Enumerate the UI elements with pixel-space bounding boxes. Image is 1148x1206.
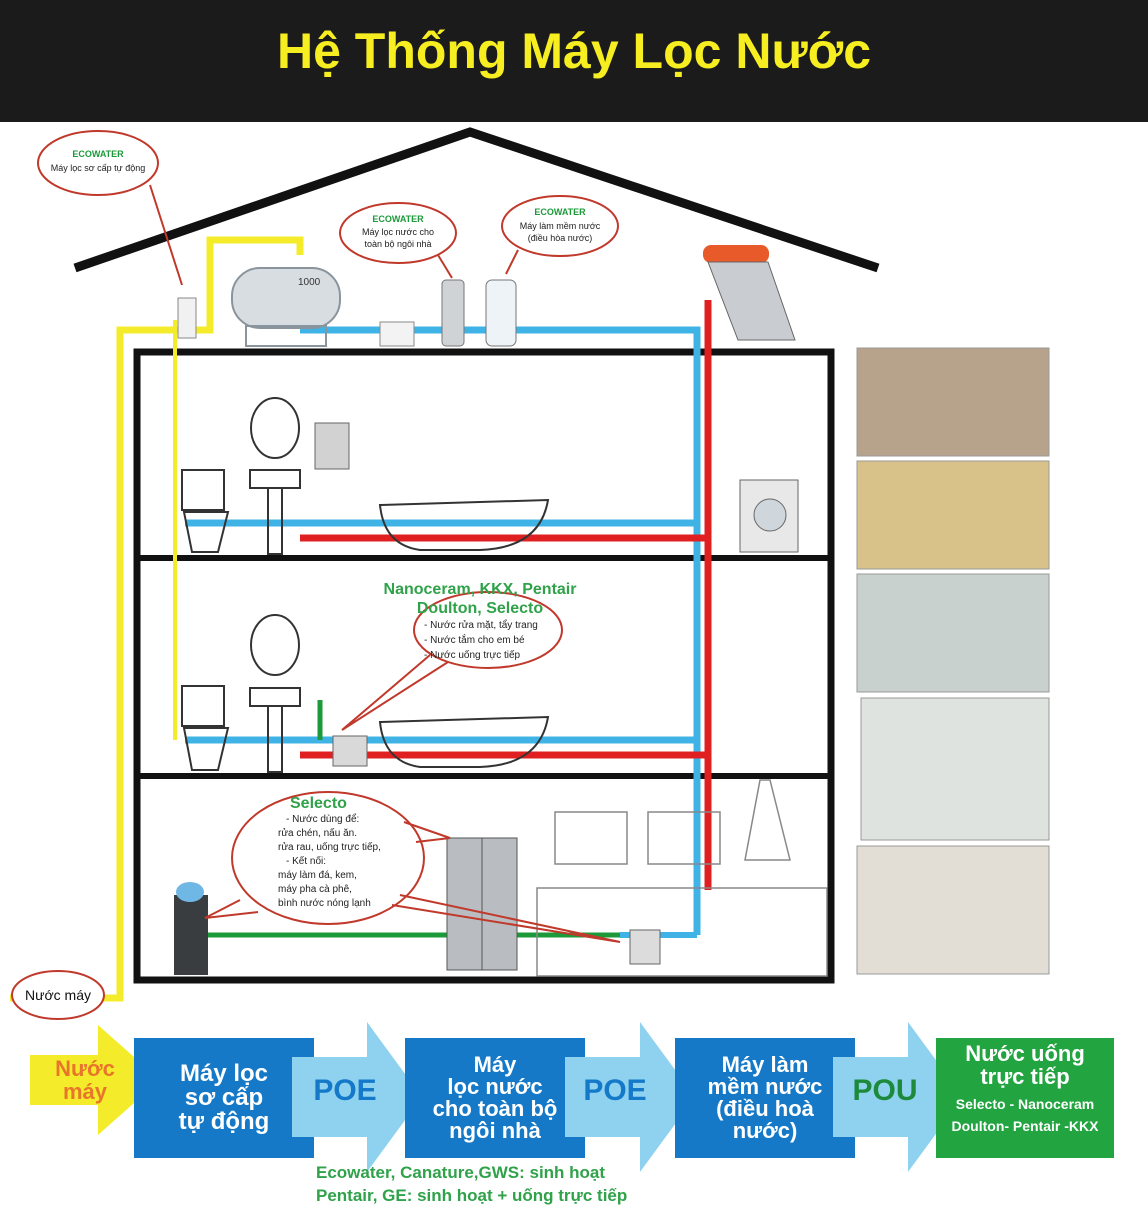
floor1-toilet [181,469,230,553]
callout-whole-house-brand: ECOWATER [372,214,424,224]
flow-arrow-2-shape [565,1022,695,1172]
primary-filter-unit [177,297,197,339]
photo-strip [856,347,1050,975]
callout-kitchen-brand: Selecto [290,795,347,812]
callout-kitchen: Selecto - Nước dùng để: rửa chén, nấu ăn… [204,791,621,943]
roof [73,127,880,273]
flow-step-softener: Máy làm mềm nước (điều hoà nước) [675,1038,855,1158]
callout-softener-line2: (điều hòa nước) [528,233,592,243]
page-title: Hệ Thống Máy Lọc Nước [276,23,872,79]
callout-kitchen-line7: bình nước nóng lạnh [278,898,371,909]
callout-primary-filter: ECOWATER Máy lọc sơ cấp tự động [37,130,183,286]
callout-bathroom: Nanoceram, KKX, Pentair Doulton, Selecto… [341,581,577,731]
floor1-sink [249,397,301,555]
flow-start-text: Nước máy [40,1057,130,1103]
flow-arrow-1-shape [292,1022,422,1172]
booster-pump [379,321,415,347]
callout-whole-house-line2: toàn bộ ngôi nhà [364,239,431,249]
house-frame [133,348,835,984]
floor2-filter [332,735,368,767]
flow-end-drinking: Nước uống trực tiếp Selecto - Nanoceram … [936,1038,1114,1158]
flow-step2-line2: lọc nước [447,1074,543,1099]
photo-bathroom-sink [856,460,1050,570]
footer-line-1: Ecowater, Canature,GWS: sinh hoạt [316,1163,606,1182]
photo-under-sink [860,697,1050,841]
callout-softener-line1: Máy làm mềm nước [520,221,601,231]
callout-kitchen-line2: rửa chén, nấu ăn. [278,827,357,839]
flow-arrow-3-shape [833,1022,963,1172]
photo-office-dispenser [856,845,1050,975]
flow-step1-line3: tự động [178,1108,270,1135]
kitchen-cabinets [536,779,828,977]
floor1-bathtub [378,498,550,551]
header-bar: Hệ Thống Máy Lọc Nước [0,0,1148,122]
callout-mains: Nước máy [11,970,105,1020]
water-tank: 1000 [231,267,341,347]
mains-pipe [10,236,304,1002]
flow-end-brands-1: Selecto - Nanoceram [955,1096,1095,1113]
flow-step3-line3: (điều hoà [716,1096,814,1121]
callout-bathroom-line3: - Nước uống trực tiếp [424,649,521,661]
floor2-toilet [181,685,230,771]
flow-end-title-1: Nước uống [965,1041,1085,1066]
flow-step2-line3: cho toàn bộ [432,1096,558,1121]
flow-end-brands-2: Doulton- Pentair -KKX [951,1118,1099,1135]
floor2-bathtub [378,715,550,768]
callout-kitchen-line1: - Nước dùng để: [286,813,359,825]
floor2-sink [249,614,301,773]
callout-bathroom-line2: - Nước tắm cho em bé [424,633,525,646]
roof-cold-pipe [300,326,701,935]
flow-step-primary-filter: Máy lọc sơ cấp tự động [134,1038,314,1158]
flow-start-arrow-shape [30,1025,160,1135]
callout-softener-brand: ECOWATER [534,207,586,217]
callout-bathroom-brand2: Doulton, Selecto [417,600,543,617]
flow-step3-line2: mềm nước [707,1074,823,1099]
tank-capacity-label: 1000 [298,277,321,288]
flow-arrow-3-label: POU [852,1074,918,1107]
softener-unit [485,279,517,347]
callout-primary-text: Máy lọc sơ cấp tự động [51,163,145,173]
callout-kitchen-line3: rửa rau, uống trực tiếp, [278,841,381,853]
footer-line-2: Pentair, GE: sinh hoạt + uống trực tiếp [316,1186,628,1205]
whole-house-filter-unit [441,279,465,347]
refrigerator [446,837,518,971]
kitchen-filter [629,929,661,965]
callout-kitchen-line6: máy pha cà phê, [278,884,352,895]
photo-rooftop [856,347,1050,457]
photo-kitchen-counter [856,573,1050,693]
solar-water-heater [703,245,796,341]
callout-softener: ECOWATER Máy làm mềm nước (điều hòa nước… [501,195,619,275]
callout-bathroom-line1: - Nước rửa mặt, tẩy trang [424,619,538,631]
flow-step2-line1: Máy [473,1052,517,1077]
water-dispenser [174,882,208,975]
callout-whole-house-line1: Máy lọc nước cho [362,227,434,237]
flow-step-whole-house: Máy lọc nước cho toàn bộ ngôi nhà [405,1038,585,1158]
flow-step3-line1: Máy làm [721,1052,809,1077]
flow-step2-line4: ngôi nhà [449,1118,541,1143]
flow-step3-line4: nước) [732,1118,798,1143]
callout-primary-brand: ECOWATER [72,149,124,159]
callout-bathroom-brand1: Nanoceram, KKX, Pentair [384,581,577,598]
floor1-faucet-filter [314,422,350,470]
flow-arrow-2-label: POE [583,1074,647,1107]
flow-step1-line1: Máy lọc [179,1060,269,1087]
callout-kitchen-line4: - Kết nối: [286,855,326,867]
callout-kitchen-line5: máy làm đá, kem, [278,870,357,881]
callout-mains-text: Nước máy [25,987,91,1003]
flow-start-line1: Nước [55,1056,115,1081]
flow-step1-line2: sơ cấp [184,1084,264,1111]
flow-start-arrow: Nước máy [30,1025,160,1135]
washing-machine [739,479,799,553]
flow-start-line2: máy [62,1079,108,1105]
flow-arrow-1-label: POE [313,1074,377,1107]
flow-end-title-2: trực tiếp [980,1064,1070,1090]
callout-whole-house: ECOWATER Máy lọc nước cho toàn bộ ngôi n… [339,202,457,279]
